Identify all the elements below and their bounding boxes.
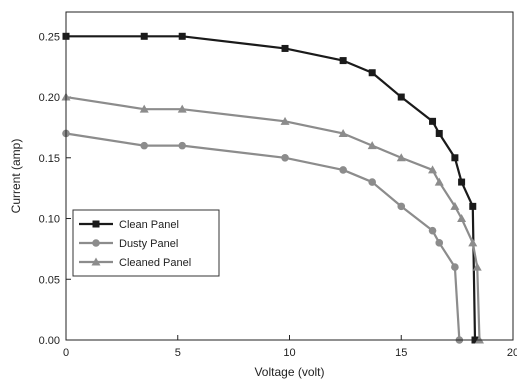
data-point-cleaned-panel xyxy=(280,116,290,125)
legend-label-clean-panel: Clean Panel xyxy=(119,219,179,231)
data-point-clean-panel xyxy=(469,202,477,210)
x-tick-label: 10 xyxy=(283,347,295,359)
y-tick-label: 0.10 xyxy=(39,214,60,226)
y-tick-label: 0.05 xyxy=(39,274,60,286)
x-tick-label: 0 xyxy=(63,347,69,359)
series-clean-panel xyxy=(62,32,479,344)
data-point-cleaned-panel xyxy=(472,262,482,271)
data-point-cleaned-panel xyxy=(428,165,438,174)
data-point-cleaned-panel xyxy=(450,201,460,210)
legend-marker-cleaned-panel xyxy=(91,257,101,266)
x-tick-label: 20 xyxy=(507,347,517,359)
data-point-dusty-panel xyxy=(368,178,376,186)
data-point-clean-panel xyxy=(435,129,443,137)
data-point-dusty-panel xyxy=(178,141,187,150)
x-axis-label: Voltage (volt) xyxy=(254,365,324,379)
y-tick-label: 0.15 xyxy=(39,153,60,165)
data-point-clean-panel xyxy=(368,69,376,77)
legend-marker-clean-panel xyxy=(92,220,100,228)
data-point-clean-panel xyxy=(429,117,437,125)
series-dusty-panel xyxy=(62,129,464,344)
data-point-clean-panel xyxy=(451,154,459,162)
axis-ticks: 0 5 10 15 20 0.00 0.05 0.10 0.15 0.20 0.25 xyxy=(39,31,517,359)
data-point-clean-panel xyxy=(178,32,186,40)
y-tick-label: 0.00 xyxy=(39,335,60,347)
data-point-cleaned-panel xyxy=(396,153,406,162)
data-point-clean-panel xyxy=(397,93,405,101)
data-point-cleaned-panel xyxy=(468,238,478,247)
series-line-cleaned-panel xyxy=(65,95,481,341)
legend-marker-dusty-panel xyxy=(92,239,100,247)
data-point-cleaned-panel xyxy=(177,104,187,113)
data-point-dusty-panel xyxy=(451,263,459,271)
data-point-clean-panel xyxy=(339,57,347,65)
x-tick-label: 5 xyxy=(175,347,181,359)
plot-frame xyxy=(65,11,514,341)
data-point-clean-panel xyxy=(140,32,148,40)
data-point-cleaned-panel xyxy=(338,128,348,137)
series-cleaned-panel xyxy=(61,92,484,344)
data-point-cleaned-panel xyxy=(457,214,467,223)
series-line-clean-panel xyxy=(66,35,477,341)
data-point-cleaned-panel xyxy=(367,141,377,150)
data-point-dusty-panel xyxy=(140,141,149,150)
legend-label-cleaned-panel: Cleaned Panel xyxy=(119,257,191,269)
data-point-dusty-panel xyxy=(397,202,406,211)
legend-label-dusty-panel: Dusty Panel xyxy=(119,238,178,250)
y-tick-label: 0.25 xyxy=(39,31,60,43)
legend: Clean Panel Dusty Panel Cleaned Panel xyxy=(72,209,220,277)
y-axis-label: Current (amp) xyxy=(9,139,23,214)
data-point-dusty-panel xyxy=(339,166,347,174)
x-tick-label: 15 xyxy=(395,347,407,359)
data-point-cleaned-panel xyxy=(434,177,444,186)
data-point-cleaned-panel xyxy=(139,104,149,113)
data-series xyxy=(61,32,484,344)
data-point-clean-panel xyxy=(281,44,289,52)
y-tick-label: 0.20 xyxy=(39,92,60,104)
data-point-clean-panel xyxy=(458,178,466,186)
data-point-dusty-panel xyxy=(428,226,437,235)
data-point-dusty-panel xyxy=(435,239,444,247)
data-point-dusty-panel xyxy=(281,153,289,162)
